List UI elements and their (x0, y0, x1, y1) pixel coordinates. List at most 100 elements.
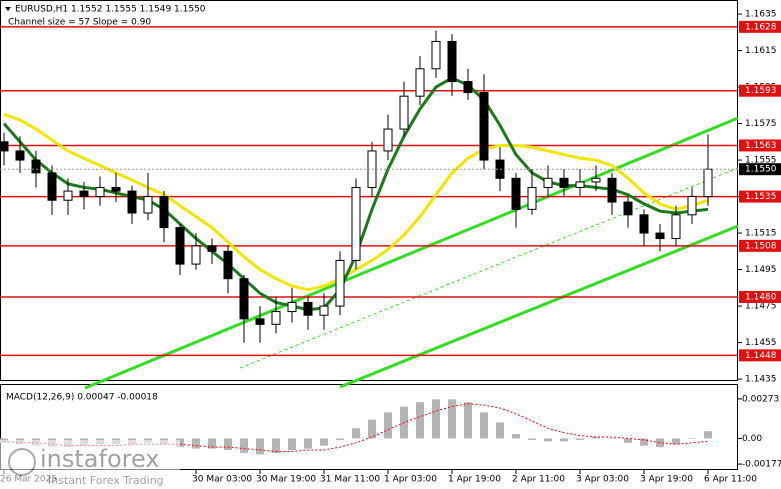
chart-subtitle: Channel size = 57 Slope = 0.90 (8, 18, 151, 28)
candle-body (255, 318, 265, 325)
level-label: 1.1508 (745, 241, 777, 251)
candle-body (15, 150, 25, 161)
level-label-bg (739, 190, 781, 203)
macd-bar (672, 438, 680, 445)
level-label: 1.1628 (745, 22, 777, 32)
candle-body (543, 177, 553, 188)
x-tick-label: 30 Mar 03:00 (192, 475, 252, 485)
x-tick-label: 3 Apr 03:00 (576, 475, 629, 485)
candle-body (127, 190, 137, 214)
y-tick-label: 1.1475 (745, 302, 777, 312)
macd-bar (512, 434, 520, 439)
macd-bar (192, 438, 200, 449)
last-price-label: 1.1550 (745, 165, 777, 175)
watermark: instaforex Instant Forex Trading (0, 440, 180, 489)
macd-bar (688, 438, 696, 439)
candle-body (239, 278, 249, 320)
x-tick-label: 30 Mar 19:00 (256, 475, 316, 485)
candle-body (479, 92, 489, 161)
y-tick-label: 1.1455 (745, 338, 777, 348)
macd-bar (448, 399, 456, 439)
macd-title: MACD(12,26,9) 0.00047 -0.00018 (6, 393, 158, 403)
macd-bar (480, 412, 488, 439)
candle-body (79, 190, 89, 198)
macd-bar (352, 428, 360, 439)
candle-body (351, 186, 361, 261)
macd-bar (224, 438, 232, 451)
candle-body (463, 81, 473, 94)
candle-body (527, 186, 537, 210)
candle-body (159, 196, 169, 229)
macd-bar (304, 438, 312, 449)
watermark-brand: instaforex (40, 445, 160, 473)
level-label: 1.1480 (745, 292, 777, 302)
collapse-icon (5, 7, 11, 11)
y-tick-label: 1.1555 (745, 156, 777, 166)
x-tick-label: 1 Apr 19:00 (448, 475, 501, 485)
candle-body (271, 311, 281, 325)
candle-body (303, 301, 313, 316)
level-label-bg (739, 349, 781, 362)
macd-bar (320, 438, 328, 446)
y-tick-label: 1.1515 (745, 229, 777, 239)
candle-body (575, 181, 585, 188)
candle-body (655, 232, 665, 240)
candle-body (47, 172, 57, 201)
macd-bar (208, 438, 216, 449)
macd-bar (496, 422, 504, 439)
macd-bar (272, 438, 280, 453)
y-tick-label: 1.1575 (745, 119, 777, 129)
channel-upper (84, 116, 739, 390)
candle-body (703, 168, 713, 198)
level-label-bg (739, 139, 781, 152)
level-label-bg (739, 239, 781, 252)
channel (84, 116, 739, 390)
candle-body (63, 190, 73, 201)
candle-body (607, 177, 617, 203)
candle-body (95, 186, 105, 198)
macd-y-tick-label: -0.00177 (742, 460, 781, 470)
y-tick-label: 1.1495 (745, 265, 777, 275)
candle-body (335, 259, 345, 307)
candle-body (431, 40, 441, 70)
macd-bar (560, 438, 568, 442)
candle-body (111, 186, 121, 192)
watermark-logo (8, 448, 36, 476)
candle-body (191, 245, 201, 265)
level-label: 1.1535 (745, 192, 777, 202)
candle-body (207, 245, 217, 252)
x-tick-label: 3 Apr 19:00 (640, 475, 693, 485)
macd-bar (608, 438, 616, 439)
macd-bar (384, 412, 392, 439)
level-label-bg (739, 20, 781, 33)
candle-body (639, 214, 649, 234)
candle-body (559, 177, 569, 188)
candle-body (415, 68, 425, 97)
candle-body (511, 177, 521, 210)
y-tick-label: 1.1635 (745, 10, 777, 20)
candle-body (223, 250, 233, 280)
macd-panel (0, 384, 738, 470)
candle-body (0, 141, 9, 152)
x-tick-label: 2 Apr 11:00 (512, 475, 565, 485)
last-price-bg (739, 163, 781, 176)
level-label: 1.1593 (745, 86, 777, 96)
candle-body (687, 196, 697, 216)
macd-y-tick-label: 0.00 (742, 434, 762, 444)
macd-bar (704, 431, 712, 439)
candle-body (175, 227, 185, 265)
macd-bar (592, 436, 600, 439)
y-tick-label: 1.1615 (745, 46, 777, 56)
candle-body (143, 196, 153, 214)
candle-body (319, 305, 329, 316)
candle-body (591, 177, 601, 183)
macd-y-tick-label: 0.00273 (742, 394, 779, 404)
chart-title: EURUSD,H1 1.1552 1.1555 1.1549 1.1550 (15, 5, 206, 15)
level-label: 1.1448 (745, 351, 777, 361)
candle-body (31, 159, 41, 174)
x-tick-label: 1 Apr 03:00 (384, 475, 437, 485)
y-tick-label: 1.1435 (745, 375, 777, 385)
x-tick-label: 6 Apr 11:00 (704, 475, 757, 485)
